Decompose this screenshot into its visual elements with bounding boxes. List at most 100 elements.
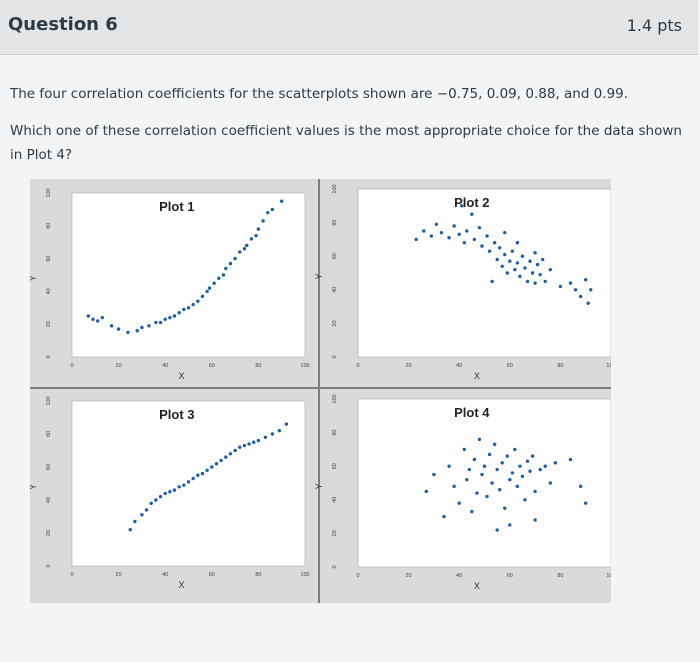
data-point bbox=[147, 324, 151, 328]
data-point bbox=[465, 477, 469, 482]
x-tick-label: 80 bbox=[557, 573, 563, 579]
data-point bbox=[219, 458, 223, 463]
data-point bbox=[477, 225, 482, 230]
data-point bbox=[191, 302, 195, 307]
data-point bbox=[462, 241, 466, 245]
data-point bbox=[228, 261, 233, 266]
data-point bbox=[168, 315, 172, 320]
data-point bbox=[233, 448, 237, 453]
data-point bbox=[221, 273, 226, 277]
data-point bbox=[485, 234, 489, 238]
data-point bbox=[543, 279, 547, 284]
data-point bbox=[482, 464, 487, 468]
data-point bbox=[128, 528, 132, 532]
data-point bbox=[266, 210, 270, 215]
data-point bbox=[518, 274, 522, 279]
data-point bbox=[252, 440, 256, 444]
x-tick-label: 40 bbox=[456, 573, 462, 579]
data-point bbox=[177, 311, 181, 315]
y-tick-label: 80 bbox=[332, 220, 338, 226]
data-point bbox=[467, 467, 472, 472]
data-point bbox=[492, 241, 497, 245]
data-point bbox=[500, 461, 504, 465]
data-point bbox=[133, 519, 137, 524]
x-axis-label: X bbox=[474, 581, 480, 591]
data-point bbox=[238, 250, 242, 254]
x-tick-label: 0 bbox=[70, 572, 73, 578]
data-point bbox=[513, 447, 517, 452]
data-point bbox=[447, 236, 451, 240]
data-point bbox=[95, 319, 100, 323]
data-point bbox=[277, 429, 282, 433]
data-point bbox=[525, 459, 530, 463]
x-tick-label: 0 bbox=[356, 573, 359, 579]
data-point bbox=[475, 491, 479, 495]
data-point bbox=[172, 314, 177, 318]
data-point bbox=[224, 455, 228, 459]
data-point bbox=[584, 501, 588, 505]
x-tick-label: 100 bbox=[606, 363, 611, 369]
data-point bbox=[523, 266, 527, 270]
x-tick-label: 60 bbox=[209, 363, 215, 369]
data-point bbox=[533, 518, 537, 522]
y-tick-label: 100 bbox=[332, 184, 338, 193]
data-point bbox=[233, 256, 237, 261]
y-tick-label: 40 bbox=[46, 497, 52, 503]
x-tick-label: 60 bbox=[507, 363, 513, 369]
data-point bbox=[238, 445, 242, 449]
x-tick-label: 20 bbox=[406, 573, 412, 579]
y-tick-label: 40 bbox=[332, 287, 338, 293]
data-point bbox=[280, 199, 284, 203]
data-point bbox=[528, 469, 532, 473]
data-point bbox=[462, 447, 466, 452]
data-point bbox=[172, 488, 177, 492]
data-point bbox=[424, 489, 429, 494]
data-point bbox=[284, 422, 289, 426]
data-point bbox=[548, 267, 552, 272]
data-point bbox=[568, 457, 573, 462]
data-point bbox=[196, 473, 200, 477]
data-point bbox=[573, 288, 578, 292]
y-tick-label: 0 bbox=[46, 355, 52, 358]
data-point bbox=[263, 435, 268, 439]
data-point bbox=[472, 237, 477, 242]
y-tick-label: 60 bbox=[332, 253, 338, 259]
data-point bbox=[584, 278, 588, 282]
question-header: Question 6 1.4 pts bbox=[0, 0, 698, 55]
data-point bbox=[447, 464, 451, 468]
y-tick-label: 40 bbox=[46, 288, 52, 294]
plot-title: Plot 4 bbox=[454, 405, 490, 420]
x-tick-label: 100 bbox=[606, 573, 611, 579]
data-point bbox=[163, 491, 167, 496]
data-point bbox=[144, 508, 149, 512]
data-point bbox=[548, 481, 552, 485]
data-point bbox=[457, 501, 461, 505]
data-point bbox=[163, 317, 167, 321]
data-point bbox=[256, 438, 261, 443]
data-point bbox=[212, 281, 216, 285]
x-tick-label: 0 bbox=[356, 363, 359, 369]
plot-area bbox=[357, 188, 612, 358]
y-tick-label: 60 bbox=[46, 464, 52, 470]
plot-area bbox=[71, 192, 306, 358]
y-tick-label: 100 bbox=[46, 396, 52, 405]
data-point bbox=[460, 204, 464, 208]
data-point bbox=[533, 489, 537, 494]
y-tick-label: 60 bbox=[46, 256, 52, 262]
data-point bbox=[490, 279, 494, 284]
data-point bbox=[135, 329, 139, 333]
data-point bbox=[196, 299, 200, 303]
data-point bbox=[480, 244, 484, 248]
y-tick-label: 100 bbox=[46, 188, 52, 197]
data-point bbox=[200, 471, 205, 476]
data-point bbox=[432, 472, 436, 477]
data-point bbox=[492, 442, 497, 447]
data-point bbox=[168, 490, 172, 494]
data-point bbox=[518, 464, 522, 468]
data-point bbox=[510, 249, 515, 253]
y-axis-label: Y bbox=[314, 273, 324, 279]
data-point bbox=[520, 474, 525, 478]
data-point bbox=[186, 480, 191, 484]
data-point bbox=[497, 488, 502, 492]
data-point bbox=[191, 476, 195, 481]
